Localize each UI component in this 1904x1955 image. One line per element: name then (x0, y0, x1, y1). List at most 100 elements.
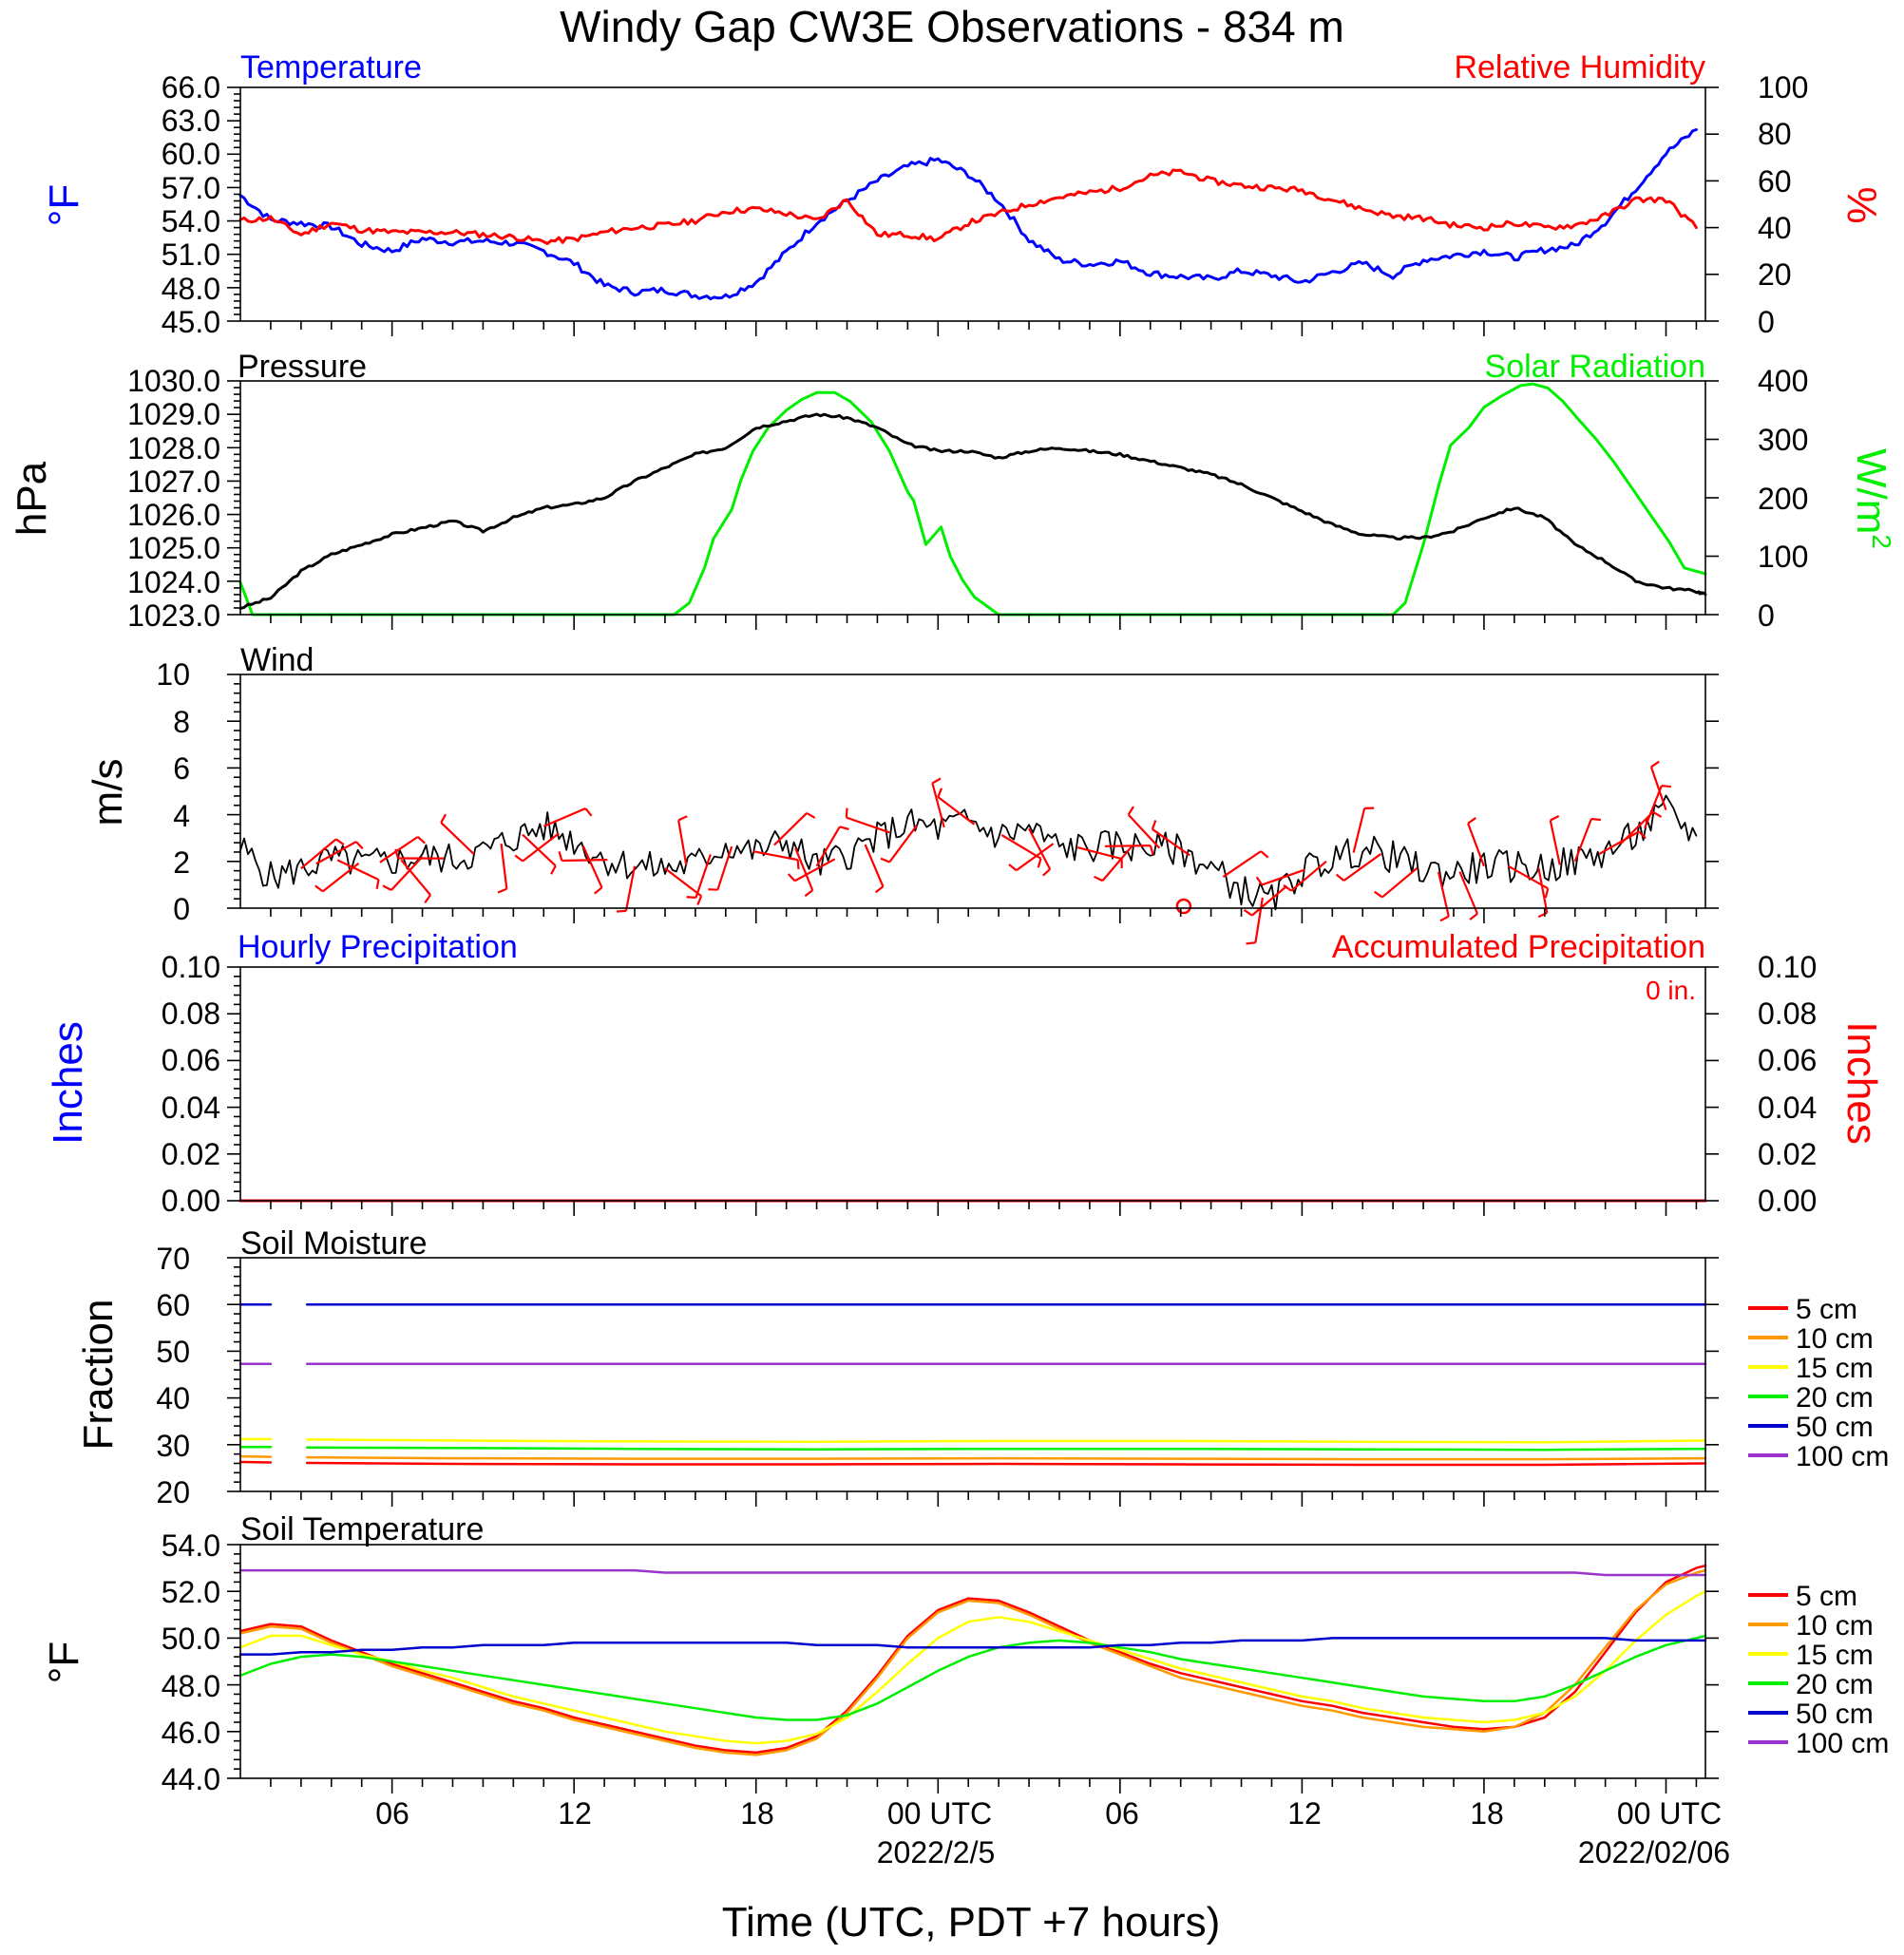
y-axis-title-accumulated-precip: Inches (1838, 1021, 1885, 1145)
wind-barb (888, 825, 918, 864)
wind-barb (315, 841, 357, 865)
wind-barb-flag (440, 813, 447, 824)
tick-label: 30 (156, 1429, 190, 1463)
wind-barb (752, 850, 798, 862)
wind-barb (664, 867, 702, 898)
x-axis-time: 06 12 18 00 UTC 06 12 18 00 UTC 2022/2/5… (375, 1796, 1730, 1870)
tick-label: 0 (1758, 598, 1775, 633)
wind-barb (1342, 853, 1382, 882)
wind-barb (931, 783, 945, 828)
wind-barb (1254, 897, 1264, 943)
wind-barb-flag (1042, 868, 1051, 877)
wind-barb-flag (1469, 913, 1478, 921)
wind-barb (794, 847, 814, 891)
wind-barb (1549, 820, 1561, 865)
panel-wind: Wind m/s 0 2 4 6 8 10 (85, 642, 1706, 945)
tick-label: 0.00 (162, 1184, 220, 1218)
wind-barb (581, 845, 603, 888)
tick-label: 1025.0 (127, 531, 220, 565)
y-axis-title-hourly-precip: Inches (45, 1021, 91, 1145)
wind-barb (543, 807, 586, 827)
wind-barb (500, 843, 508, 889)
x-tick-label: 12 (558, 1796, 592, 1831)
wind-barb (1537, 867, 1549, 914)
legend-label: 20 cm (1796, 1669, 1874, 1700)
pressure-line (238, 412, 1707, 610)
wind-barb-flag (931, 777, 942, 785)
wind-barb (695, 854, 712, 899)
soil-moisture-line (305, 1438, 1707, 1444)
tick-label: 44.0 (162, 1762, 220, 1796)
x-tick-label: 06 (1105, 1796, 1139, 1831)
tick-label: 0.00 (1758, 1184, 1817, 1218)
wind-barb-flag (1650, 760, 1660, 769)
wind-barb-flag (937, 788, 943, 798)
legend-label: 100 cm (1796, 1441, 1889, 1472)
tick-label: 60.0 (162, 137, 220, 171)
wind-barb-flag (1590, 817, 1601, 822)
wind-barb (1381, 866, 1418, 899)
wind-barb (1251, 884, 1288, 917)
wind-barb (1290, 860, 1327, 892)
solar-unit: W/m (1848, 448, 1894, 534)
tick-label: 54.0 (162, 1528, 220, 1563)
legend-label: 10 cm (1796, 1323, 1874, 1355)
accumulated-precip-total: 0 in. (1646, 976, 1696, 1005)
wind-barb-flag (1151, 820, 1157, 830)
panel-title-accumulated-precipitation: Accumulated Precipitation (1332, 929, 1705, 965)
tick-label: 1030.0 (127, 364, 220, 398)
y-axis-title-soil-moisture: Fraction (75, 1300, 122, 1451)
solar-unit-sup: 2 (1867, 534, 1896, 549)
wind-barb (322, 862, 360, 893)
wind-barb (1000, 834, 1042, 860)
wind-barb (522, 833, 557, 867)
wind-barb-flag (416, 836, 426, 845)
x-tick-label: 12 (1287, 1796, 1322, 1831)
wind-barb (400, 859, 431, 896)
tick-label: 4 (173, 799, 190, 833)
wind-barb (1649, 766, 1667, 811)
x-tick-label: 18 (1470, 1796, 1504, 1831)
x-tick-label: 18 (740, 1796, 774, 1831)
y-ticks-left-precip: 0.00 0.02 0.04 0.06 0.08 0.10 (162, 950, 220, 1218)
wind-barb-flag (1127, 806, 1134, 816)
tick-label: 0.06 (162, 1043, 220, 1077)
panel-frame (239, 674, 1706, 909)
soil-temperature-line (238, 1634, 1707, 1721)
wind-barb-flag (1374, 890, 1383, 899)
wind-barb (300, 838, 337, 870)
wind-barb (1467, 823, 1485, 867)
wind-barb (937, 796, 976, 826)
legend-label: 15 cm (1796, 1353, 1874, 1384)
wind-barb-flag (382, 884, 392, 891)
wind-barb (1028, 827, 1052, 870)
wind-barb-flag (514, 854, 524, 863)
wind-barb-flag (355, 841, 364, 850)
panel-title-soil-moisture: Soil Moisture (240, 1225, 428, 1262)
wind-barb-flag (594, 886, 603, 895)
legend-label: 5 cm (1796, 1581, 1857, 1612)
wind-barb (1644, 785, 1663, 829)
relative-humidity-line (238, 168, 1698, 245)
tick-label: 54.0 (162, 204, 220, 238)
tick-label: 0.10 (162, 950, 220, 984)
wind-barb-flag (708, 888, 718, 891)
panel-title-pressure: Pressure (238, 349, 367, 385)
panel-title-wind: Wind (240, 642, 314, 678)
wind-barb (390, 856, 424, 891)
legend-label: 20 cm (1796, 1382, 1874, 1414)
tick-label: 50 (156, 1335, 190, 1369)
tick-label: 100 (1758, 70, 1808, 104)
wind-barb-flag (558, 851, 563, 862)
wind-barb (794, 858, 836, 883)
panel-frame (239, 86, 1706, 322)
wind-barb-flag (1544, 888, 1550, 899)
wind-barb-flag (1243, 909, 1253, 917)
tick-label: 0.02 (162, 1137, 220, 1171)
wind-barb-flag (1093, 875, 1103, 883)
tick-label: 6 (173, 751, 190, 786)
panel-pressure-solar: Pressure Solar Radiation hPa W/m2 1023.0… (9, 349, 1896, 633)
wind-barb-flag (550, 864, 557, 875)
